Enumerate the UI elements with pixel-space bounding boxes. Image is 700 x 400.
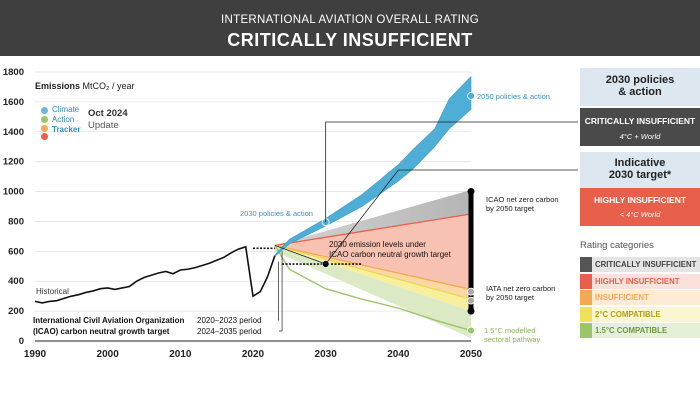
leader-levels — [274, 244, 326, 265]
target-heading: Indicative 2030 target* — [580, 152, 700, 188]
legend-item: INSUFFICIENT — [580, 290, 700, 305]
target-heading-line1: Indicative — [614, 157, 666, 169]
label-iata-nz-line1: IATA net zero carbon — [486, 284, 555, 293]
target-rating-sub: < 4°C World — [619, 210, 661, 219]
header-title: CRITICALLY INSUFFICIENT — [227, 30, 473, 50]
y-tick-label: 400 — [8, 276, 24, 287]
label-modelled-line1: 1.5°C modelled — [484, 326, 535, 335]
icao-net-zero-marker — [467, 188, 475, 196]
cat-logo: Climate Action Tracker — [40, 105, 120, 141]
y-tick-label: 600 — [8, 246, 24, 257]
chart-header: INTERNATIONAL AVIATION OVERALL RATING CR… — [0, 0, 700, 56]
marker-point — [467, 296, 475, 305]
label-period1: 2020–2023 period — [197, 316, 262, 325]
logo-line3: Tracker — [52, 125, 81, 134]
leader-period2 — [279, 251, 283, 332]
update-date: Oct 2024 — [88, 108, 128, 119]
x-tick-label: 2030 — [315, 349, 338, 360]
label-icao-nz-line1: ICAO net zero carbon — [486, 195, 559, 204]
label-levels-line2: ICAO carbon neutral growth target — [329, 250, 452, 259]
marker-point — [467, 92, 475, 100]
update-label: Update — [88, 120, 119, 131]
label-icao-org-line1: International Civil Aviation Organizatio… — [33, 316, 185, 325]
label-icao-org-line2: (ICAO) carbon neutral growth target — [33, 327, 170, 336]
header-supertitle: INTERNATIONAL AVIATION OVERALL RATING — [221, 14, 479, 26]
label-period2: 2024–2035 period — [197, 327, 262, 336]
marker-point — [467, 287, 475, 296]
legend-label: CRITICALLY INSUFFICIENT — [595, 260, 697, 269]
target-heading-line2: 2030 target* — [608, 169, 672, 181]
legend-swatch — [580, 323, 592, 338]
x-tick-label: 1990 — [24, 349, 47, 360]
x-tick-label: 2000 — [97, 349, 120, 360]
label-iata-nz-line2: by 2050 target — [486, 293, 535, 302]
policies-rating-box: CRITICALLY INSUFFICIENT 4°C + World — [580, 108, 700, 146]
legend-swatch — [580, 257, 592, 272]
modelled-1-5-pathway — [274, 244, 472, 332]
policies-rating-sub: 4°C + World — [619, 132, 661, 141]
legend-title: Rating categories — [580, 240, 654, 251]
emissions-chart: 0 200 400 600 800 1000 1200 1400 1600 1800 1990 200… — [3, 67, 578, 360]
y-tick-label: 1600 — [3, 97, 24, 108]
icao-net-zero-bottom-marker — [467, 307, 475, 315]
legend-label: 1.5°C COMPATIBLE — [595, 326, 668, 335]
label-icao-nz-line2: by 2050 target — [486, 204, 535, 213]
y-axis-label: Emissions MtCO₂ / year — [35, 81, 135, 91]
boundary-2c — [274, 244, 472, 300]
x-tick-label: 2040 — [387, 349, 410, 360]
y-tick-label: 200 — [8, 306, 24, 317]
cat-logo-mark — [40, 107, 49, 140]
band-highly-insufficient — [274, 213, 471, 290]
legend-swatch — [580, 290, 592, 305]
target-rating: HIGHLY INSUFFICIENT — [593, 195, 687, 205]
label-levels-line1: 2030 emission levels under — [329, 240, 426, 249]
legend-swatch — [580, 273, 592, 289]
policies-heading-line2: & action — [618, 86, 662, 98]
legend-swatch — [580, 306, 592, 322]
boundary-highly-insufficient — [274, 213, 472, 246]
legend-item: 1.5°C COMPATIBLE — [580, 323, 700, 338]
y-tick-label: 800 — [8, 216, 24, 227]
label-historical: Historical — [36, 287, 69, 296]
legend-item: CRITICALLY INSUFFICIENT — [580, 257, 700, 272]
leader-target — [325, 169, 578, 265]
leader-period1 — [278, 261, 279, 321]
boundary-insufficient — [274, 244, 472, 291]
band-critically-insufficient — [274, 190, 471, 246]
label-policies-2050: 2050 policies & action — [477, 92, 550, 101]
policies-heading: 2030 policies & action — [580, 68, 700, 106]
x-tick-label: 2050 — [460, 349, 483, 360]
legend-label: INSUFFICIENT — [595, 293, 649, 302]
label-modelled-line2: sectoral pathway — [484, 335, 541, 344]
label-policies-2030: 2030 policies & action — [240, 209, 313, 218]
band-1-5c-compatible — [274, 245, 471, 339]
logo-line2: Action — [52, 115, 75, 124]
y-tick-label: 1200 — [3, 157, 24, 168]
x-tick-label: 2010 — [169, 349, 192, 360]
y-tick-label: 1400 — [3, 127, 24, 138]
policies-heading-line1: 2030 policies — [605, 74, 675, 86]
legend-label: 2°C COMPATIBLE — [595, 309, 661, 319]
y-tick-label: 1800 — [3, 67, 24, 78]
legend-item: HIGHLY INSUFFICIENT — [580, 273, 700, 289]
leader-policies — [325, 121, 578, 223]
marker-point — [467, 326, 475, 335]
legend-item: 2°C COMPATIBLE — [580, 306, 700, 322]
policies-rating: CRITICALLY INSUFFICIENT — [584, 116, 696, 126]
legend-label: HIGHLY INSUFFICIENT — [595, 276, 680, 286]
historical-line — [34, 245, 276, 304]
y-tick-label: 0 — [19, 336, 24, 347]
y-tick-label: 1000 — [3, 187, 24, 198]
x-tick-label: 2020 — [242, 349, 265, 360]
logo-line1: Climate — [52, 105, 80, 114]
target-rating-box: HIGHLY INSUFFICIENT < 4°C World — [580, 188, 700, 226]
